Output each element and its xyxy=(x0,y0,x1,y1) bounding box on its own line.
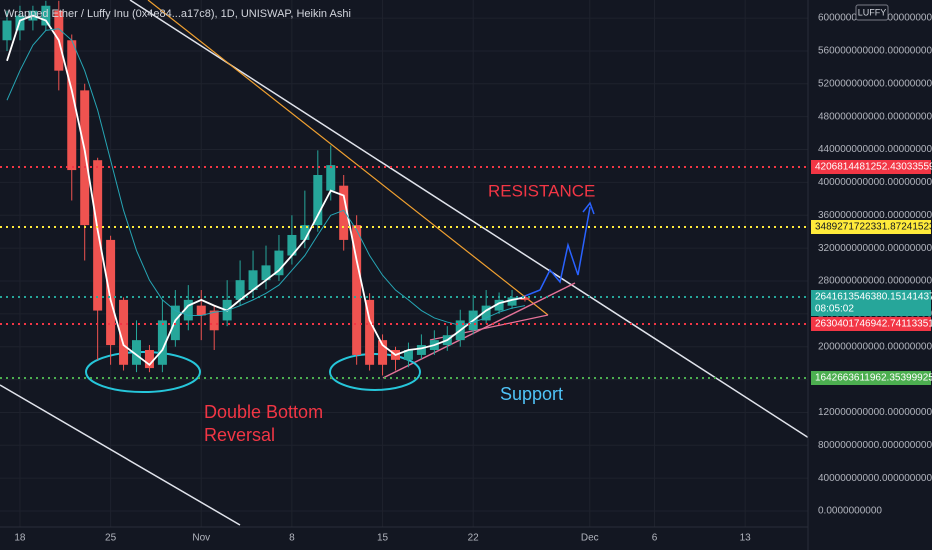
symbol-badge-text: LUFFY xyxy=(858,7,887,17)
x-tick-label: 22 xyxy=(468,533,480,544)
y-tick-label: 200000000000.0000000000 xyxy=(818,341,932,352)
projection-path xyxy=(514,206,591,301)
price-axis-panel xyxy=(808,0,932,550)
candle-body xyxy=(106,239,116,346)
bottom-circle xyxy=(85,351,201,393)
candle-body xyxy=(494,299,504,311)
candle-body xyxy=(2,20,12,41)
candle-body xyxy=(157,320,167,365)
candle-body xyxy=(119,299,129,365)
candle-body xyxy=(339,185,349,240)
y-tick-label: 40000000000.0000000000 xyxy=(818,473,932,484)
support-line xyxy=(382,282,576,379)
candle-body xyxy=(261,265,271,281)
candle-body xyxy=(170,305,180,341)
x-tick-label: 8 xyxy=(289,533,295,544)
price-tag xyxy=(811,220,931,234)
candle-body xyxy=(183,299,193,321)
y-tick-label: 0.0000000000 xyxy=(818,506,882,517)
y-tick-label: 80000000000.0000000000 xyxy=(818,440,932,451)
candle-body xyxy=(144,350,154,369)
annotation: Support xyxy=(500,384,563,404)
x-tick-label: 6 xyxy=(652,533,658,544)
y-tick-label: 360000000000.0000000000 xyxy=(818,210,932,221)
price-tag xyxy=(811,160,931,174)
x-tick-label: Nov xyxy=(192,533,210,544)
candle-body xyxy=(287,234,297,256)
marks xyxy=(0,0,808,379)
price-tag-label: 1642663611962.3539992576 xyxy=(815,373,932,384)
annotation: Reversal xyxy=(204,425,275,445)
price-tag xyxy=(811,290,931,316)
y-tick-label: 320000000000.0000000000 xyxy=(818,243,932,254)
bottom-circle xyxy=(329,353,421,391)
indicator-line xyxy=(6,28,526,326)
y-tick-label: 120000000000.0000000000 xyxy=(818,407,932,418)
channel-upper xyxy=(129,0,813,441)
x-tick-label: 18 xyxy=(14,533,26,544)
candle-body xyxy=(196,305,206,316)
drawings xyxy=(0,0,813,526)
candle-body xyxy=(67,40,77,171)
price-tag xyxy=(811,371,931,385)
candle-body xyxy=(274,250,284,276)
price-tag-label: 2641613546380.1514143744 xyxy=(815,292,932,303)
price-tag-label: 3489271722331.8724152320 xyxy=(815,222,932,233)
x-tick-label: 15 xyxy=(377,533,389,544)
candle-body xyxy=(41,5,51,26)
candle-body xyxy=(352,225,362,355)
candle-body xyxy=(365,299,375,365)
annotation: Double Bottom xyxy=(204,402,323,422)
projection-arrowhead xyxy=(582,201,595,215)
candle-body xyxy=(209,310,219,331)
candle-body xyxy=(80,90,90,226)
y-tick-label: 520000000000.0000000000 xyxy=(818,78,932,89)
candle-body xyxy=(93,160,103,311)
x-tick-label: 25 xyxy=(105,533,117,544)
candle-body xyxy=(313,175,323,226)
candle-body xyxy=(481,305,491,321)
y-tick-label: 280000000000.0000000000 xyxy=(818,276,932,287)
channel-lower xyxy=(0,384,241,526)
annotation: RESISTANCE xyxy=(488,181,595,200)
price-tag-label: 2630401746942.7411335168 xyxy=(815,319,932,330)
candle-body xyxy=(235,280,245,300)
price-tag-time: 08:05:02 xyxy=(815,304,854,315)
axis: 0.0000000000 40000000000.0000000000 800000… xyxy=(14,13,932,544)
candle-body xyxy=(507,297,517,306)
price-tag xyxy=(811,317,931,331)
candle-body xyxy=(326,165,336,191)
y-tick-label: 480000000000.0000000000 xyxy=(818,111,932,122)
chart-title: Wrapped Ether / Luffy Inu (0x4e84...a17c… xyxy=(4,8,351,20)
symbol-badge xyxy=(855,4,889,21)
candle-body xyxy=(416,345,426,355)
x-tick-label: 13 xyxy=(740,533,752,544)
candle-body xyxy=(132,340,141,365)
candle-body xyxy=(378,340,388,365)
candle-body xyxy=(403,350,413,360)
y-tick-label: 440000000000.0000000000 xyxy=(818,144,932,155)
y-tick-label: 400000000000.0000000000 xyxy=(818,177,932,188)
y-tick-label: 560000000000.0000000000 xyxy=(818,46,932,57)
x-tick-label: Dec xyxy=(581,533,599,544)
candle-body xyxy=(248,270,258,291)
indicator-line xyxy=(6,14,526,367)
resistance-line xyxy=(147,0,549,316)
candle-body xyxy=(300,225,310,240)
candle-body xyxy=(520,297,530,300)
price-tag-label: 4206814481252.4303355904 xyxy=(815,162,932,173)
